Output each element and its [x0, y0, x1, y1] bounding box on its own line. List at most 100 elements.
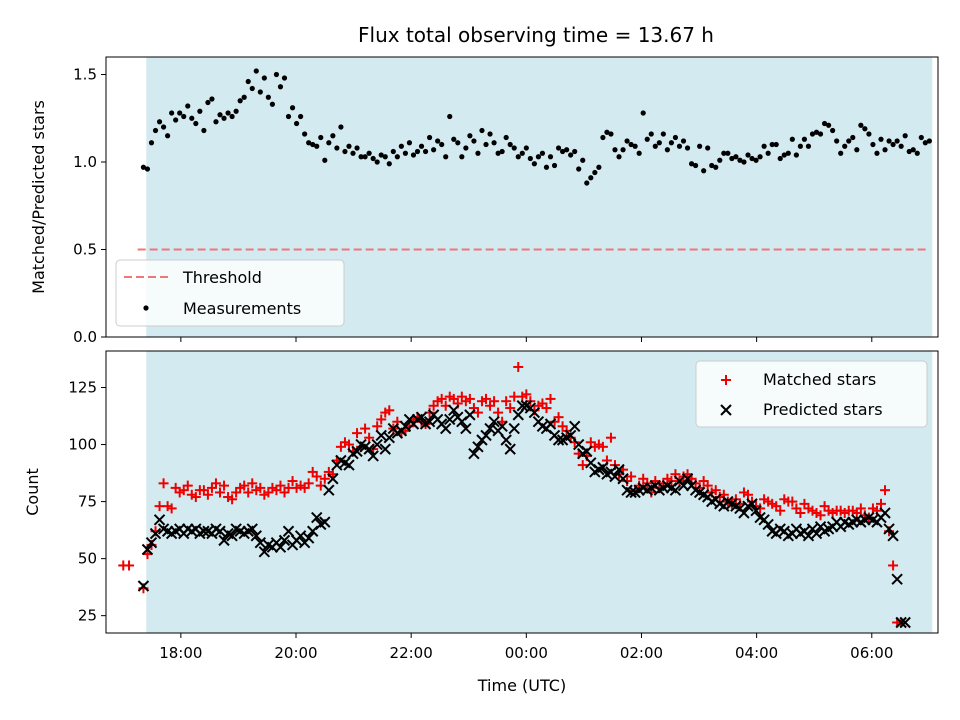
measurement-point [503, 134, 509, 141]
measurement-point [422, 148, 429, 155]
x-tick-label: 04:00 [735, 644, 778, 662]
legend-matched-swatch [721, 375, 731, 385]
top-x-ticks [180, 337, 873, 342]
predicted-star-mark [343, 459, 355, 471]
measurement-point [265, 94, 271, 100]
predicted-star-mark [484, 422, 496, 435]
predicted-star-mark [802, 530, 815, 542]
measurement-point [374, 159, 380, 165]
predicted-star-mark [363, 443, 375, 455]
measurement-point [173, 117, 179, 123]
measurement-point [201, 127, 207, 134]
measurement-point [588, 175, 594, 181]
measurement-point [293, 120, 300, 127]
measurement-point [870, 141, 876, 148]
bottom-y-tick-label: 125 [68, 379, 97, 397]
measurement-point [249, 85, 255, 92]
measurement-point [830, 127, 836, 134]
measurement-point [676, 143, 683, 149]
measurement-point [555, 145, 562, 151]
measurement-point [624, 138, 630, 144]
measurement-point [821, 120, 828, 127]
measurement-point [160, 124, 167, 130]
measurement-point [910, 147, 916, 153]
predicted-star-mark [282, 525, 295, 537]
chart-title: Flux total observing time = 13.67 h [358, 23, 714, 47]
predicted-star-mark [544, 418, 557, 430]
legend-matched-label: Matched stars [763, 370, 876, 389]
measurement-point [608, 131, 614, 137]
measurement-point [745, 152, 751, 158]
measurement-point [781, 152, 787, 158]
predicted-star-mark [500, 434, 512, 446]
predicted-star-mark [863, 511, 875, 524]
predicted-star-mark [617, 473, 629, 485]
legend-measurements-swatch [143, 305, 149, 311]
predicted-star-mark [681, 473, 694, 485]
predicted-star-mark [746, 498, 758, 510]
measurement-point [628, 141, 634, 148]
measurement-point [600, 134, 606, 141]
measurement-point [906, 148, 912, 155]
bottom-y-tick-label: 75 [78, 493, 97, 511]
predicted-star-mark [246, 523, 258, 535]
measurement-point [189, 115, 195, 121]
measurement-point [612, 147, 618, 153]
predicted-star-mark [335, 454, 347, 467]
predicted-star-mark [730, 500, 742, 512]
measurement-point [741, 159, 747, 165]
legend-predicted-swatch [720, 404, 732, 416]
measurement-point [205, 99, 211, 106]
predicted-star-mark [157, 523, 170, 535]
measurement-point [382, 154, 388, 160]
measurement-point [322, 157, 328, 163]
predicted-star-mark [496, 420, 508, 432]
measurement-point [398, 143, 404, 149]
measurement-point [310, 141, 316, 148]
predicted-star-mark [891, 573, 903, 585]
measurement-point [378, 152, 384, 158]
bottom-legend: Matched stars Predicted stars [695, 360, 928, 428]
top-legend-box [115, 259, 345, 327]
measurement-point [523, 145, 529, 151]
predicted-star-mark [145, 536, 158, 549]
predicted-star-mark [573, 438, 585, 451]
measurement-point [330, 133, 336, 139]
measurement-point [793, 152, 799, 158]
measurement-point [842, 143, 848, 149]
measurement-point [817, 131, 824, 137]
legend-threshold-label: Threshold [182, 268, 262, 287]
measurement-point [926, 138, 932, 144]
predicted-star-mark [774, 523, 786, 535]
x-tick-label: 00:00 [505, 644, 548, 662]
measurement-point [181, 113, 187, 120]
measurement-point [148, 140, 155, 146]
measurement-point [640, 110, 646, 116]
predicted-stars-points [137, 400, 911, 629]
predicted-star-mark [669, 484, 682, 496]
measurement-point [761, 143, 767, 149]
measurement-point [261, 75, 267, 81]
measurement-point [487, 131, 493, 137]
predicted-star-mark [883, 523, 895, 535]
measurement-point [213, 119, 219, 125]
predicted-star-mark [504, 443, 516, 455]
measurement-point [773, 141, 779, 148]
bottom-axes-frame [105, 350, 939, 634]
measurement-point [813, 129, 820, 135]
measurement-point [878, 136, 884, 142]
measurement-point [701, 168, 707, 174]
measurement-point [273, 71, 280, 78]
x-tick-label: 20:00 [274, 644, 317, 662]
predicted-star-mark [879, 507, 891, 519]
measurement-point [680, 138, 687, 144]
x-axis-label: Time (UTC) [477, 676, 566, 695]
predicted-star-mark [214, 525, 226, 537]
measurement-point [362, 154, 368, 160]
predicted-star-mark [250, 530, 262, 542]
measurement-point [838, 150, 844, 156]
x-tick-label: 18:00 [159, 644, 202, 662]
predicted-star-mark [399, 420, 412, 432]
predicted-star-mark [754, 511, 766, 524]
predicted-star-mark [488, 416, 500, 428]
